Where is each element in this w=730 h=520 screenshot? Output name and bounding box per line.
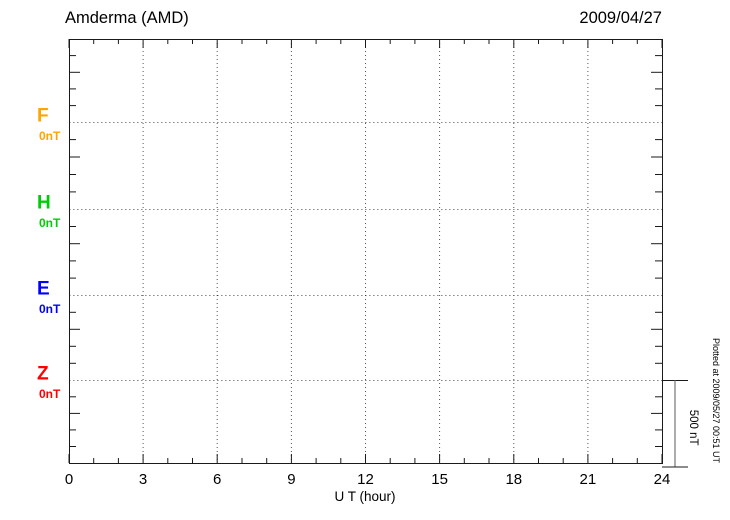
svg-text:0nT: 0nT [39, 387, 61, 401]
svg-text:Plotted at 2009/05/27 00:51 UT: Plotted at 2009/05/27 00:51 UT [711, 338, 721, 464]
svg-text:Z: Z [37, 364, 49, 385]
svg-text:9: 9 [287, 471, 295, 488]
svg-text:2009/04/27: 2009/04/27 [579, 9, 662, 27]
svg-text:15: 15 [431, 471, 448, 488]
svg-text:21: 21 [580, 471, 597, 488]
svg-text:500 nT: 500 nT [687, 410, 699, 446]
svg-text:12: 12 [357, 471, 374, 488]
svg-text:0nT: 0nT [39, 216, 61, 230]
svg-text:0: 0 [65, 471, 73, 488]
svg-text:6: 6 [213, 471, 221, 488]
svg-text:U T (hour): U T (hour) [334, 489, 395, 504]
svg-text:3: 3 [139, 471, 147, 488]
svg-text:F: F [37, 106, 49, 127]
svg-text:0nT: 0nT [39, 129, 61, 143]
svg-text:18: 18 [505, 471, 522, 488]
svg-text:Amderma (AMD): Amderma (AMD) [65, 9, 189, 27]
svg-text:24: 24 [654, 471, 671, 488]
svg-text:E: E [37, 279, 50, 300]
svg-text:H: H [37, 193, 51, 214]
svg-text:0nT: 0nT [39, 302, 61, 316]
